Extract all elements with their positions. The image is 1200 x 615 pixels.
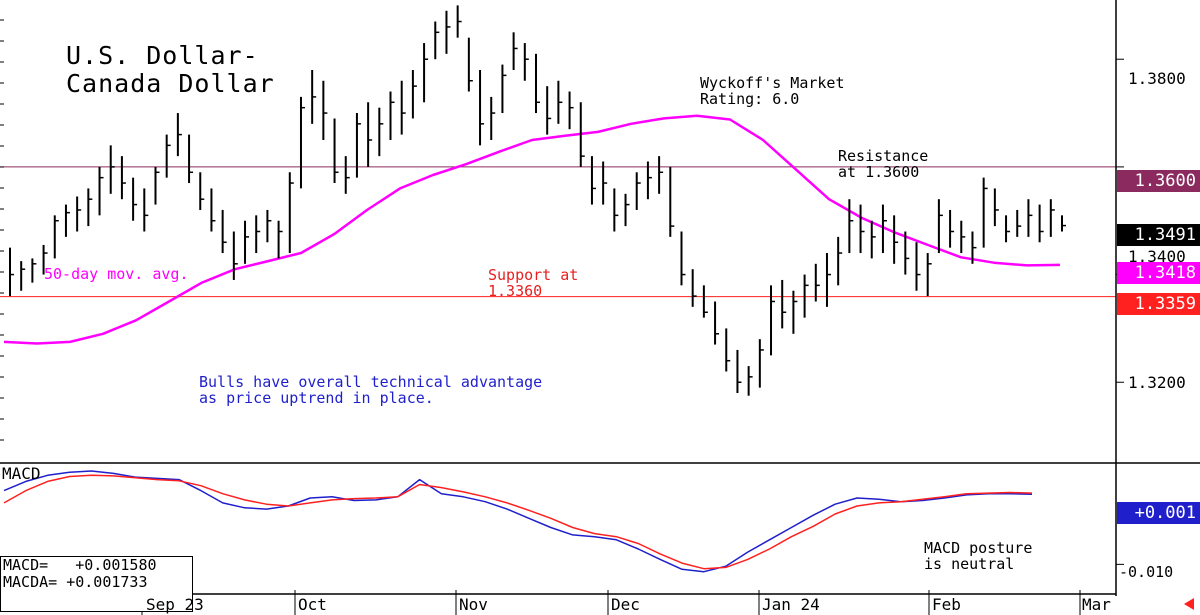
y-tick-label: 1.3200 xyxy=(1128,373,1186,392)
moving-average-tag: 1.3418 xyxy=(1117,262,1200,284)
y-tick-label: 1.3400 xyxy=(1128,247,1186,266)
resistance-price-tag: 1.3600 xyxy=(1117,170,1200,192)
x-axis-label: Jan 24 xyxy=(762,595,820,614)
price-bars-layer xyxy=(9,5,1066,396)
moving-average-label: 50-day mov. avg. xyxy=(44,265,189,283)
macd-panel-title: MACD xyxy=(2,464,41,483)
x-axis-label: Sep 23 xyxy=(146,595,204,614)
x-axis-label: Nov xyxy=(459,595,488,614)
macd-series-line xyxy=(3,474,1033,570)
x-axis-label: Oct xyxy=(298,595,327,614)
x-axis-label: Feb xyxy=(932,595,961,614)
chart-title: U.S. Dollar- Canada Dollar xyxy=(66,41,275,98)
macd-readout: MACD= +0.001580 xyxy=(3,556,157,574)
macd-readout-box: MACD= +0.001580 MACDA= +0.001733 xyxy=(0,556,193,612)
macd-series-line xyxy=(3,470,1033,573)
resistance-note: Resistance at 1.3600 xyxy=(838,147,929,181)
moving-average-line xyxy=(3,114,1061,345)
macd-posture-note: MACD posture is neutral xyxy=(924,539,1033,573)
support-note: Support at 1.3360 xyxy=(488,266,579,300)
x-axis-label: Mar xyxy=(1082,595,1111,614)
reference-lines xyxy=(0,166,1116,298)
support-price-tag: 1.3359 xyxy=(1117,293,1200,315)
bulls-note: Bulls have overall technical advantage a… xyxy=(199,373,543,407)
macda-readout: MACDA= +0.001733 xyxy=(3,573,148,591)
corner-arrow-icon xyxy=(1184,598,1194,610)
moving-average-layer xyxy=(3,114,1061,345)
macd-y-tick-label: -0.010 xyxy=(1119,563,1174,581)
x-axis-label: Dec xyxy=(611,595,640,614)
y-tick-label: 1.3800 xyxy=(1128,69,1186,88)
macd-lines-layer xyxy=(3,470,1124,573)
last-price-tag: 1.3491 xyxy=(1117,224,1200,246)
market-rating-note: Wyckoff's Market Rating: 6.0 xyxy=(700,74,845,108)
macd-last-tag: +0.001 xyxy=(1117,502,1200,524)
